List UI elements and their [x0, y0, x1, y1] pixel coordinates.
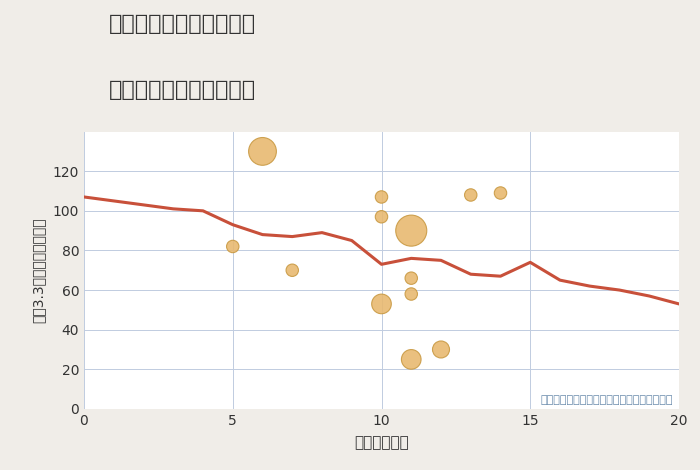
Point: [495, 189, 506, 197]
Point: [465, 191, 476, 199]
Y-axis label: 嵪（3.3㎡）単価（万円）: 嵪（3.3㎡）単価（万円）: [32, 218, 46, 323]
Point: [406, 356, 417, 363]
Text: 円の大きさは、取引のあった物件面積を示す: 円の大きさは、取引のあった物件面積を示す: [540, 395, 673, 405]
Point: [257, 148, 268, 155]
Point: [435, 346, 447, 353]
X-axis label: 駅距離（分）: 駅距離（分）: [354, 435, 409, 450]
Point: [406, 227, 417, 235]
Point: [376, 193, 387, 201]
Point: [376, 300, 387, 308]
Point: [406, 290, 417, 298]
Text: 福岡県福岡市西区飯氏の: 福岡県福岡市西区飯氏の: [108, 14, 256, 34]
Point: [376, 213, 387, 220]
Text: 駅距離別中古戸建て価格: 駅距離別中古戸建て価格: [108, 80, 256, 100]
Point: [287, 266, 298, 274]
Point: [406, 274, 417, 282]
Point: [227, 243, 238, 250]
